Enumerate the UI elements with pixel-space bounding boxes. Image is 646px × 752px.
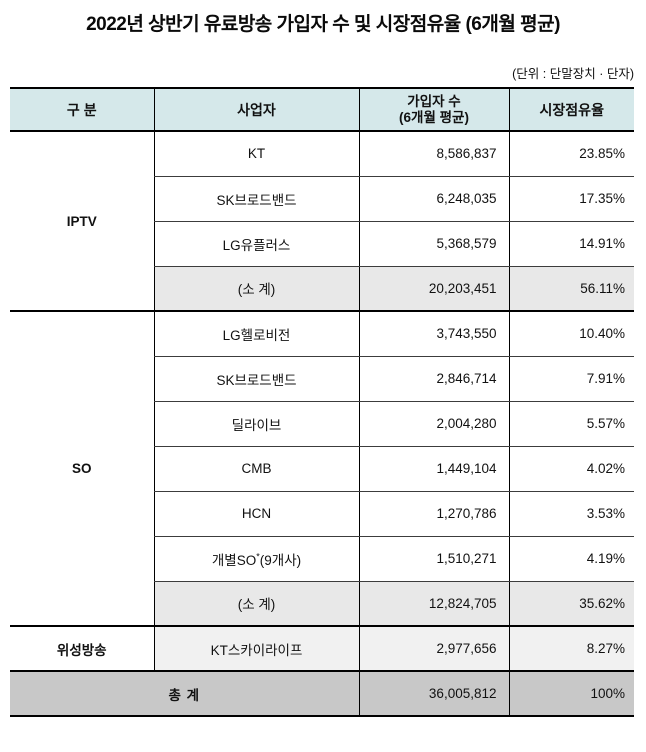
operator-cell: HCN [153, 491, 359, 537]
satellite-row: 위성방송 KT스카이라이프 2,977,656 8.27% [10, 626, 634, 672]
header-subscribers: 가입자 수 (6개월 평균) [358, 88, 509, 132]
share-cell: 4.02% [508, 446, 634, 492]
operator-cell: SK브로드밴드 [153, 356, 359, 402]
subscribers-cell: 2,846,714 [358, 356, 509, 402]
group-cell-iptv: IPTV [10, 131, 154, 312]
operator-cell: SK브로드밴드 [153, 176, 359, 222]
operator-cell: CMB [153, 446, 359, 492]
header-share: 시장점유율 [508, 88, 634, 132]
operator-cell: LG유플러스 [153, 221, 359, 267]
share-cell: 7.91% [508, 356, 634, 402]
table-row: IPTV KT 8,586,837 23.85% [10, 131, 634, 312]
table-row: HCN 1,270,786 3.53% [10, 491, 634, 537]
subscribers-cell: 2,004,280 [358, 401, 509, 447]
subtotal-label: (소 계) [153, 266, 359, 312]
subscribers-cell: 20,203,451 [358, 266, 509, 312]
page-title: 2022년 상반기 유료방송 가입자 수 및 시장점유율 (6개월 평균) [86, 14, 560, 35]
footnote-asterisk: * [256, 551, 260, 561]
subscribers-cell: 2,977,656 [358, 626, 509, 672]
operator-cell: 딜라이브 [153, 401, 359, 447]
share-cell: 14.91% [508, 221, 634, 267]
subtotal-row-so: (소 계) 12,824,705 35.62% [10, 581, 634, 627]
table-row: CMB 1,449,104 4.02% [10, 446, 634, 492]
subscribers-cell: 3,743,550 [358, 311, 509, 357]
header-subscribers-line1: 가입자 수 [407, 93, 461, 109]
operator-cell: KT [153, 131, 359, 177]
operator-cell: KT스카이라이프 [153, 626, 359, 672]
operator-label: 개별SO [211, 552, 257, 568]
subscribers-cell: 5,368,579 [358, 221, 509, 267]
share-cell: 3.53% [508, 491, 634, 537]
table-row: SK브로드밴드 2,846,714 7.91% [10, 356, 634, 402]
operator-cell: 개별SO*(9개사) [153, 536, 359, 582]
share-cell: 5.57% [508, 401, 634, 447]
header-operator: 사업자 [153, 88, 359, 132]
header-category: 구 분 [10, 88, 154, 132]
share-cell: 8.27% [508, 626, 634, 672]
header-row: 구 분 사업자 가입자 수 (6개월 평균) 시장점유율 [10, 88, 634, 132]
subscribers-cell: 8,586,837 [358, 131, 509, 177]
share-cell: 56.11% [508, 266, 634, 312]
table-row: SO LG헬로비전 3,743,550 10.40% [10, 311, 634, 627]
operator-cell: LG헬로비전 [153, 311, 359, 357]
table-row: SK브로드밴드 6,248,035 17.35% [10, 176, 634, 222]
table-row: 개별SO*(9개사) 1,510,271 4.19% [10, 536, 634, 582]
operator-label-suffix: (9개사) [259, 552, 302, 568]
total-label: 총 계 [10, 671, 359, 717]
share-cell: 35.62% [508, 581, 634, 627]
share-cell: 23.85% [508, 131, 634, 177]
total-subscribers-cell: 36,005,812 [358, 671, 509, 717]
share-cell: 10.40% [508, 311, 634, 357]
unit-note: (단위 : 단말장치 · 단자) [512, 67, 634, 81]
share-cell: 17.35% [508, 176, 634, 222]
table-row: 딜라이브 2,004,280 5.57% [10, 401, 634, 447]
share-cell: 4.19% [508, 536, 634, 582]
total-row: 총 계 36,005,812 100% [10, 671, 634, 717]
group-cell-so: SO [10, 311, 154, 627]
header-subscribers-line2: (6개월 평균) [399, 109, 469, 125]
table-row: LG유플러스 5,368,579 14.91% [10, 221, 634, 267]
table-header: 구 분 사업자 가입자 수 (6개월 평균) 시장점유율 [10, 88, 634, 132]
subscribers-cell: 1,510,271 [358, 536, 509, 582]
subscribers-cell: 1,270,786 [358, 491, 509, 537]
subscribers-cell: 6,248,035 [358, 176, 509, 222]
group-cell-satellite: 위성방송 [10, 626, 154, 672]
subscribers-table: 구 분 사업자 가입자 수 (6개월 평균) 시장점유율 IPTV KT 8,5… [10, 87, 634, 717]
subscribers-cell: 12,824,705 [358, 581, 509, 627]
subscribers-cell: 1,449,104 [358, 446, 509, 492]
subtotal-row-iptv: (소 계) 20,203,451 56.11% [10, 266, 634, 312]
total-share-cell: 100% [508, 671, 634, 717]
subtotal-label: (소 계) [153, 581, 359, 627]
